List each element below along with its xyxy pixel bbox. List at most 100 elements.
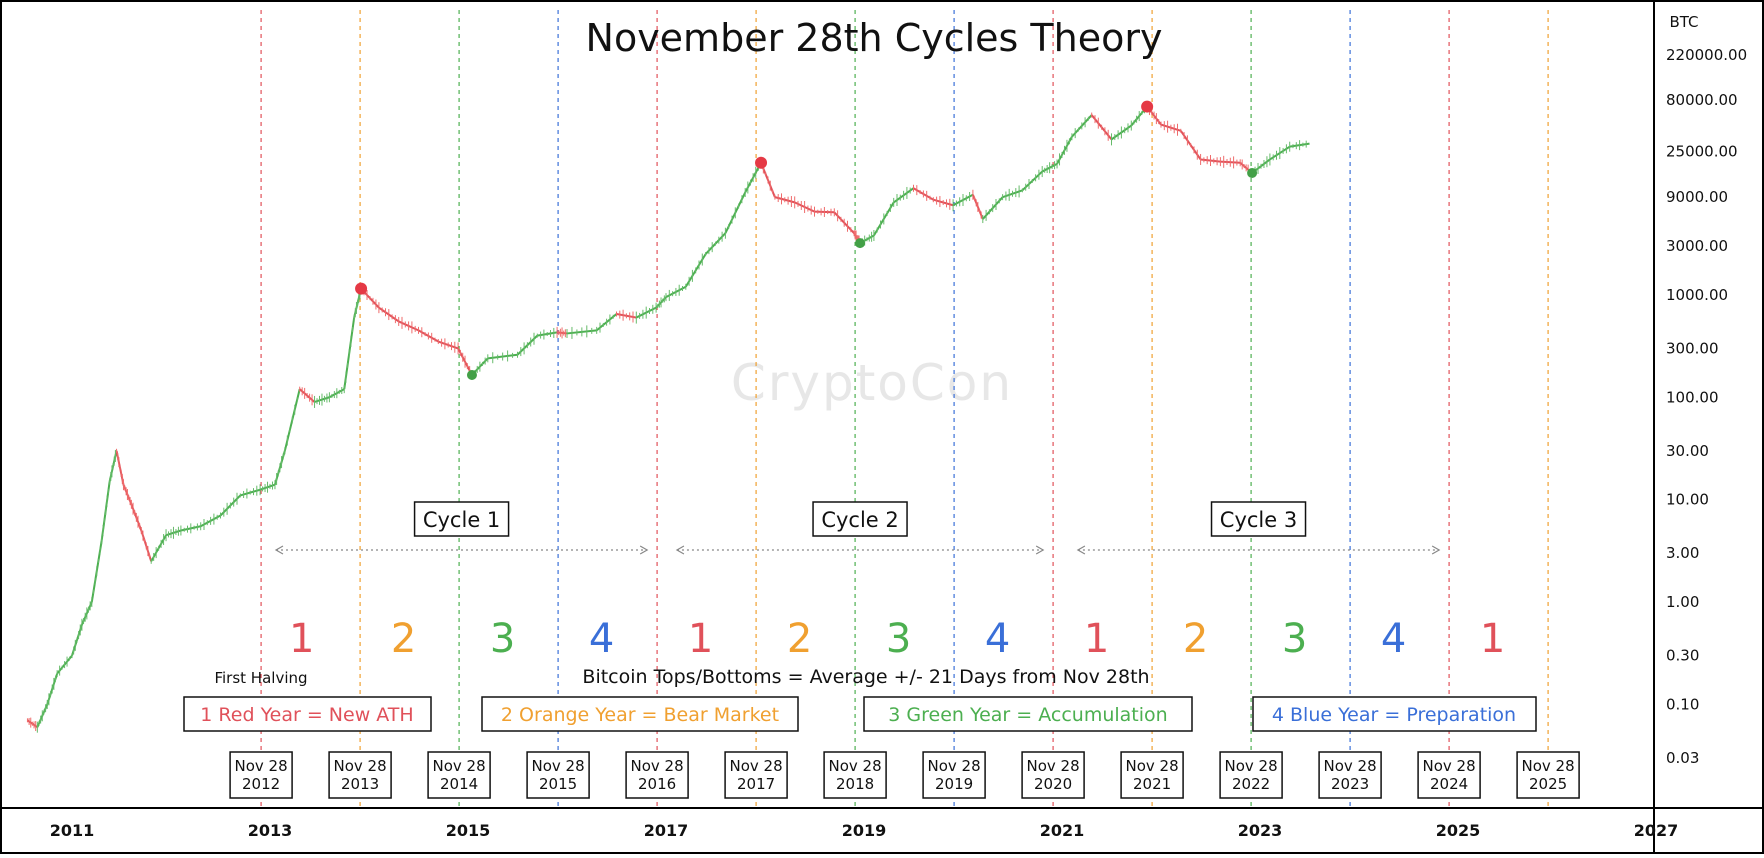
- y-tick-label: 25000.00: [1666, 143, 1738, 161]
- cycle-1-box: [413, 501, 510, 537]
- date-box-10-line2: 2021: [1133, 775, 1171, 793]
- date-box-8: [922, 751, 986, 799]
- legend-item-1: 1 Red Year = New ATH: [200, 704, 413, 726]
- top-marker-1: [355, 282, 368, 295]
- date-box-1-line2: 2012: [242, 775, 280, 793]
- year-number-2: 2: [391, 616, 416, 662]
- top-marker-2: [755, 156, 768, 169]
- year-number-11: 3: [1282, 616, 1307, 662]
- date-box-5-line1: Nov 28: [631, 757, 684, 775]
- y-tick-label: 3000.00: [1666, 237, 1728, 255]
- cycle-2-box: [812, 501, 908, 537]
- legend-item-4-box: [1252, 696, 1537, 732]
- date-box-9-line1: Nov 28: [1027, 757, 1080, 775]
- x-tick-label: 2021: [1040, 821, 1085, 840]
- y-tick-label: 1.00: [1666, 593, 1699, 611]
- date-box-5: [625, 751, 689, 799]
- top-marker-3: [1141, 100, 1154, 113]
- date-box-4: [526, 751, 590, 799]
- y-tick-label: 30.00: [1666, 442, 1709, 460]
- date-box-14-line2: 2025: [1529, 775, 1567, 793]
- year-number-4: 4: [589, 616, 614, 662]
- date-box-3-line2: 2014: [440, 775, 478, 793]
- legend-item-1-box: [183, 696, 432, 732]
- y-axis-label: BTC: [1669, 13, 1698, 31]
- y-tick-label: 300.00: [1666, 339, 1719, 357]
- y-tick-label: 0.30: [1666, 647, 1699, 665]
- year-number-13: 1: [1480, 616, 1505, 662]
- date-box-7: [823, 751, 887, 799]
- y-tick-label: 80000.00: [1666, 91, 1738, 109]
- date-box-8-line1: Nov 28: [928, 757, 981, 775]
- bottom-marker-3: [1247, 167, 1258, 178]
- date-box-13-line2: 2024: [1430, 775, 1468, 793]
- cycle-2-arrow-left-head: [675, 545, 685, 555]
- cycle-3-arrow-left-head: [1076, 545, 1086, 555]
- date-box-11: [1219, 751, 1283, 799]
- x-tick-label: 2023: [1238, 821, 1283, 840]
- date-box-13-line1: Nov 28: [1423, 757, 1476, 775]
- x-tick-label: 2017: [644, 821, 689, 840]
- legend-item-3: 3 Green Year = Accumulation: [888, 704, 1167, 726]
- date-box-5-line2: 2016: [638, 775, 676, 793]
- x-tick-label: 2027: [1634, 821, 1679, 840]
- date-box-6-line2: 2017: [737, 775, 775, 793]
- cycle-3-box: [1210, 501, 1307, 537]
- year-number-3: 3: [490, 616, 515, 662]
- x-tick-label: 2015: [446, 821, 491, 840]
- x-tick-label: 2013: [248, 821, 293, 840]
- date-box-2-line1: Nov 28: [334, 757, 387, 775]
- date-box-8-line2: 2019: [935, 775, 973, 793]
- date-box-9: [1021, 751, 1085, 799]
- date-box-2-line2: 2013: [341, 775, 379, 793]
- y-tick-label: 0.03: [1666, 749, 1699, 767]
- year-number-7: 3: [886, 616, 911, 662]
- bottom-marker-1: [466, 369, 477, 380]
- first-halving-label: First Halving: [214, 669, 307, 687]
- y-tick-label: 220000.00: [1666, 46, 1747, 64]
- year-number-5: 1: [688, 616, 713, 662]
- date-box-1-line1: Nov 28: [235, 757, 288, 775]
- cycle-3-label: Cycle 3: [1220, 508, 1297, 532]
- y-tick-label: 3.00: [1666, 544, 1699, 562]
- date-box-10: [1120, 751, 1184, 799]
- bottom-marker-2: [855, 238, 866, 249]
- cycle-2-label: Cycle 2: [821, 508, 898, 532]
- date-box-11-line1: Nov 28: [1225, 757, 1278, 775]
- y-tick-label: 10.00: [1666, 491, 1709, 509]
- legend-item-4: 4 Blue Year = Preparation: [1272, 704, 1516, 726]
- year-number-9: 1: [1084, 616, 1109, 662]
- year-number-8: 4: [985, 616, 1010, 662]
- date-box-6: [724, 751, 788, 799]
- year-number-6: 2: [787, 616, 812, 662]
- x-tick-label: 2011: [50, 821, 95, 840]
- date-box-1: [229, 751, 293, 799]
- legend-item-2-box: [481, 696, 799, 732]
- date-box-14-line1: Nov 28: [1522, 757, 1575, 775]
- date-box-12: [1318, 751, 1382, 799]
- date-box-3-line1: Nov 28: [433, 757, 486, 775]
- cycle-1-label: Cycle 1: [423, 508, 500, 532]
- cycle-1-arrow-left-head: [274, 545, 284, 555]
- date-box-3: [427, 751, 491, 799]
- date-box-12-line1: Nov 28: [1324, 757, 1377, 775]
- date-box-4-line1: Nov 28: [532, 757, 585, 775]
- y-tick-label: 0.10: [1666, 695, 1699, 713]
- chart-title: November 28th Cycles Theory: [586, 16, 1163, 60]
- cycle-1-arrow-right-head: [639, 545, 649, 555]
- date-box-13: [1417, 751, 1481, 799]
- y-tick-label: 9000.00: [1666, 188, 1728, 206]
- date-box-9-line2: 2020: [1034, 775, 1072, 793]
- y-tick-label: 1000.00: [1666, 286, 1728, 304]
- year-number-10: 2: [1183, 616, 1208, 662]
- watermark: CryptoCon: [731, 354, 1013, 412]
- date-box-14: [1516, 751, 1580, 799]
- year-number-12: 4: [1381, 616, 1406, 662]
- legend-item-3-box: [863, 696, 1193, 732]
- date-box-6-line1: Nov 28: [730, 757, 783, 775]
- cycle-2-arrow-right-head: [1035, 545, 1045, 555]
- y-tick-label: 100.00: [1666, 388, 1719, 406]
- cycle-3-arrow-right-head: [1431, 545, 1441, 555]
- date-box-2: [328, 751, 392, 799]
